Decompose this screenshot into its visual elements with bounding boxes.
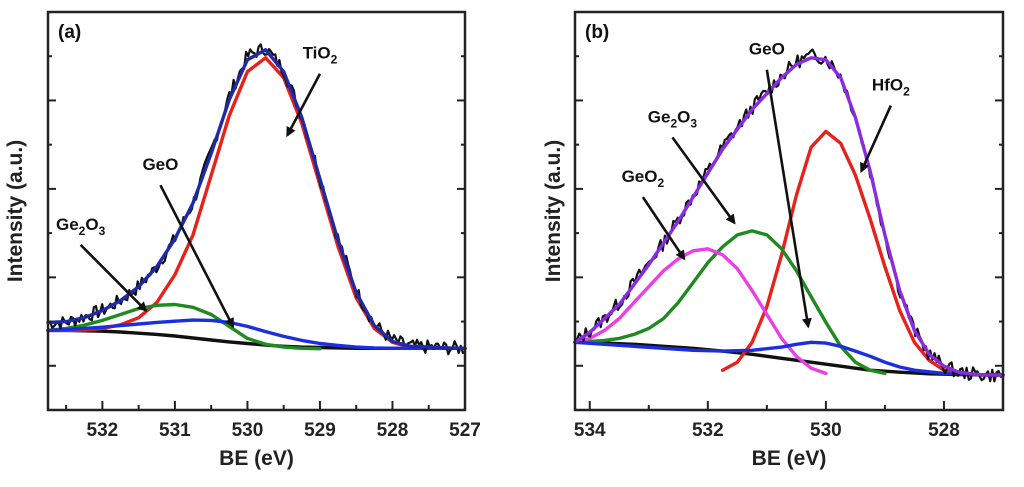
annotation-arrow (765, 69, 812, 329)
y-axis-title: Intensity (a.u.) (542, 140, 565, 282)
x-axis-title: BE (eV) (752, 447, 827, 470)
annotation-label: Ge2O3 (56, 215, 106, 238)
series-envelope-line (46, 48, 467, 350)
annotation-label: GeO (749, 40, 785, 59)
annotation-arrow (79, 243, 148, 312)
annotation-label: Ge2O3 (648, 107, 698, 130)
annotation-arrow (641, 196, 686, 261)
annotation-arrow (286, 73, 322, 138)
x-tick-label: 527 (449, 420, 481, 441)
series-envelope-line (573, 56, 1005, 377)
series-ge2o3-line (46, 302, 322, 351)
chart-panel-a: 532 531 530 529 528 527 BE (eV) Intensity (a.u.… (4, 10, 481, 470)
x-tick-label: 531 (159, 420, 191, 441)
annotation-arrow (671, 136, 736, 225)
panel-label: (a) (58, 22, 81, 43)
x-axis-title: BE (eV) (219, 447, 294, 470)
plot-frame (573, 10, 1005, 412)
annotation-arrow (159, 184, 235, 329)
x-tick-label: 530 (232, 420, 264, 441)
series-raw-line (46, 43, 467, 356)
plot-frame (46, 10, 467, 412)
annotation-arrow (860, 105, 893, 174)
x-tick-label: 530 (810, 420, 842, 441)
series-geo-line (573, 340, 1005, 377)
x-tick-label: 532 (692, 420, 724, 441)
series-ge2o3-line (573, 229, 887, 376)
x-tick-label: 529 (304, 420, 336, 441)
annotation-label: TiO2 (303, 44, 338, 67)
x-tick-label: 534 (574, 420, 606, 441)
annotation-label: GeO (142, 155, 178, 174)
x-tick-label: 532 (87, 420, 119, 441)
annotation-label: GeO2 (622, 167, 665, 190)
series-geo-line (46, 318, 467, 350)
x-tick-label: 528 (928, 420, 960, 441)
y-axis-title: Intensity (a.u.) (4, 140, 27, 282)
x-tick-label: 528 (377, 420, 409, 441)
chart-panel-b: 534 532 530 528 BE (eV) Intensity (a.u.) (b) Hf… (542, 10, 1005, 470)
series-geo2-line (573, 247, 828, 376)
panel-label: (b) (585, 22, 609, 43)
annotation-label: HfO2 (872, 76, 910, 99)
